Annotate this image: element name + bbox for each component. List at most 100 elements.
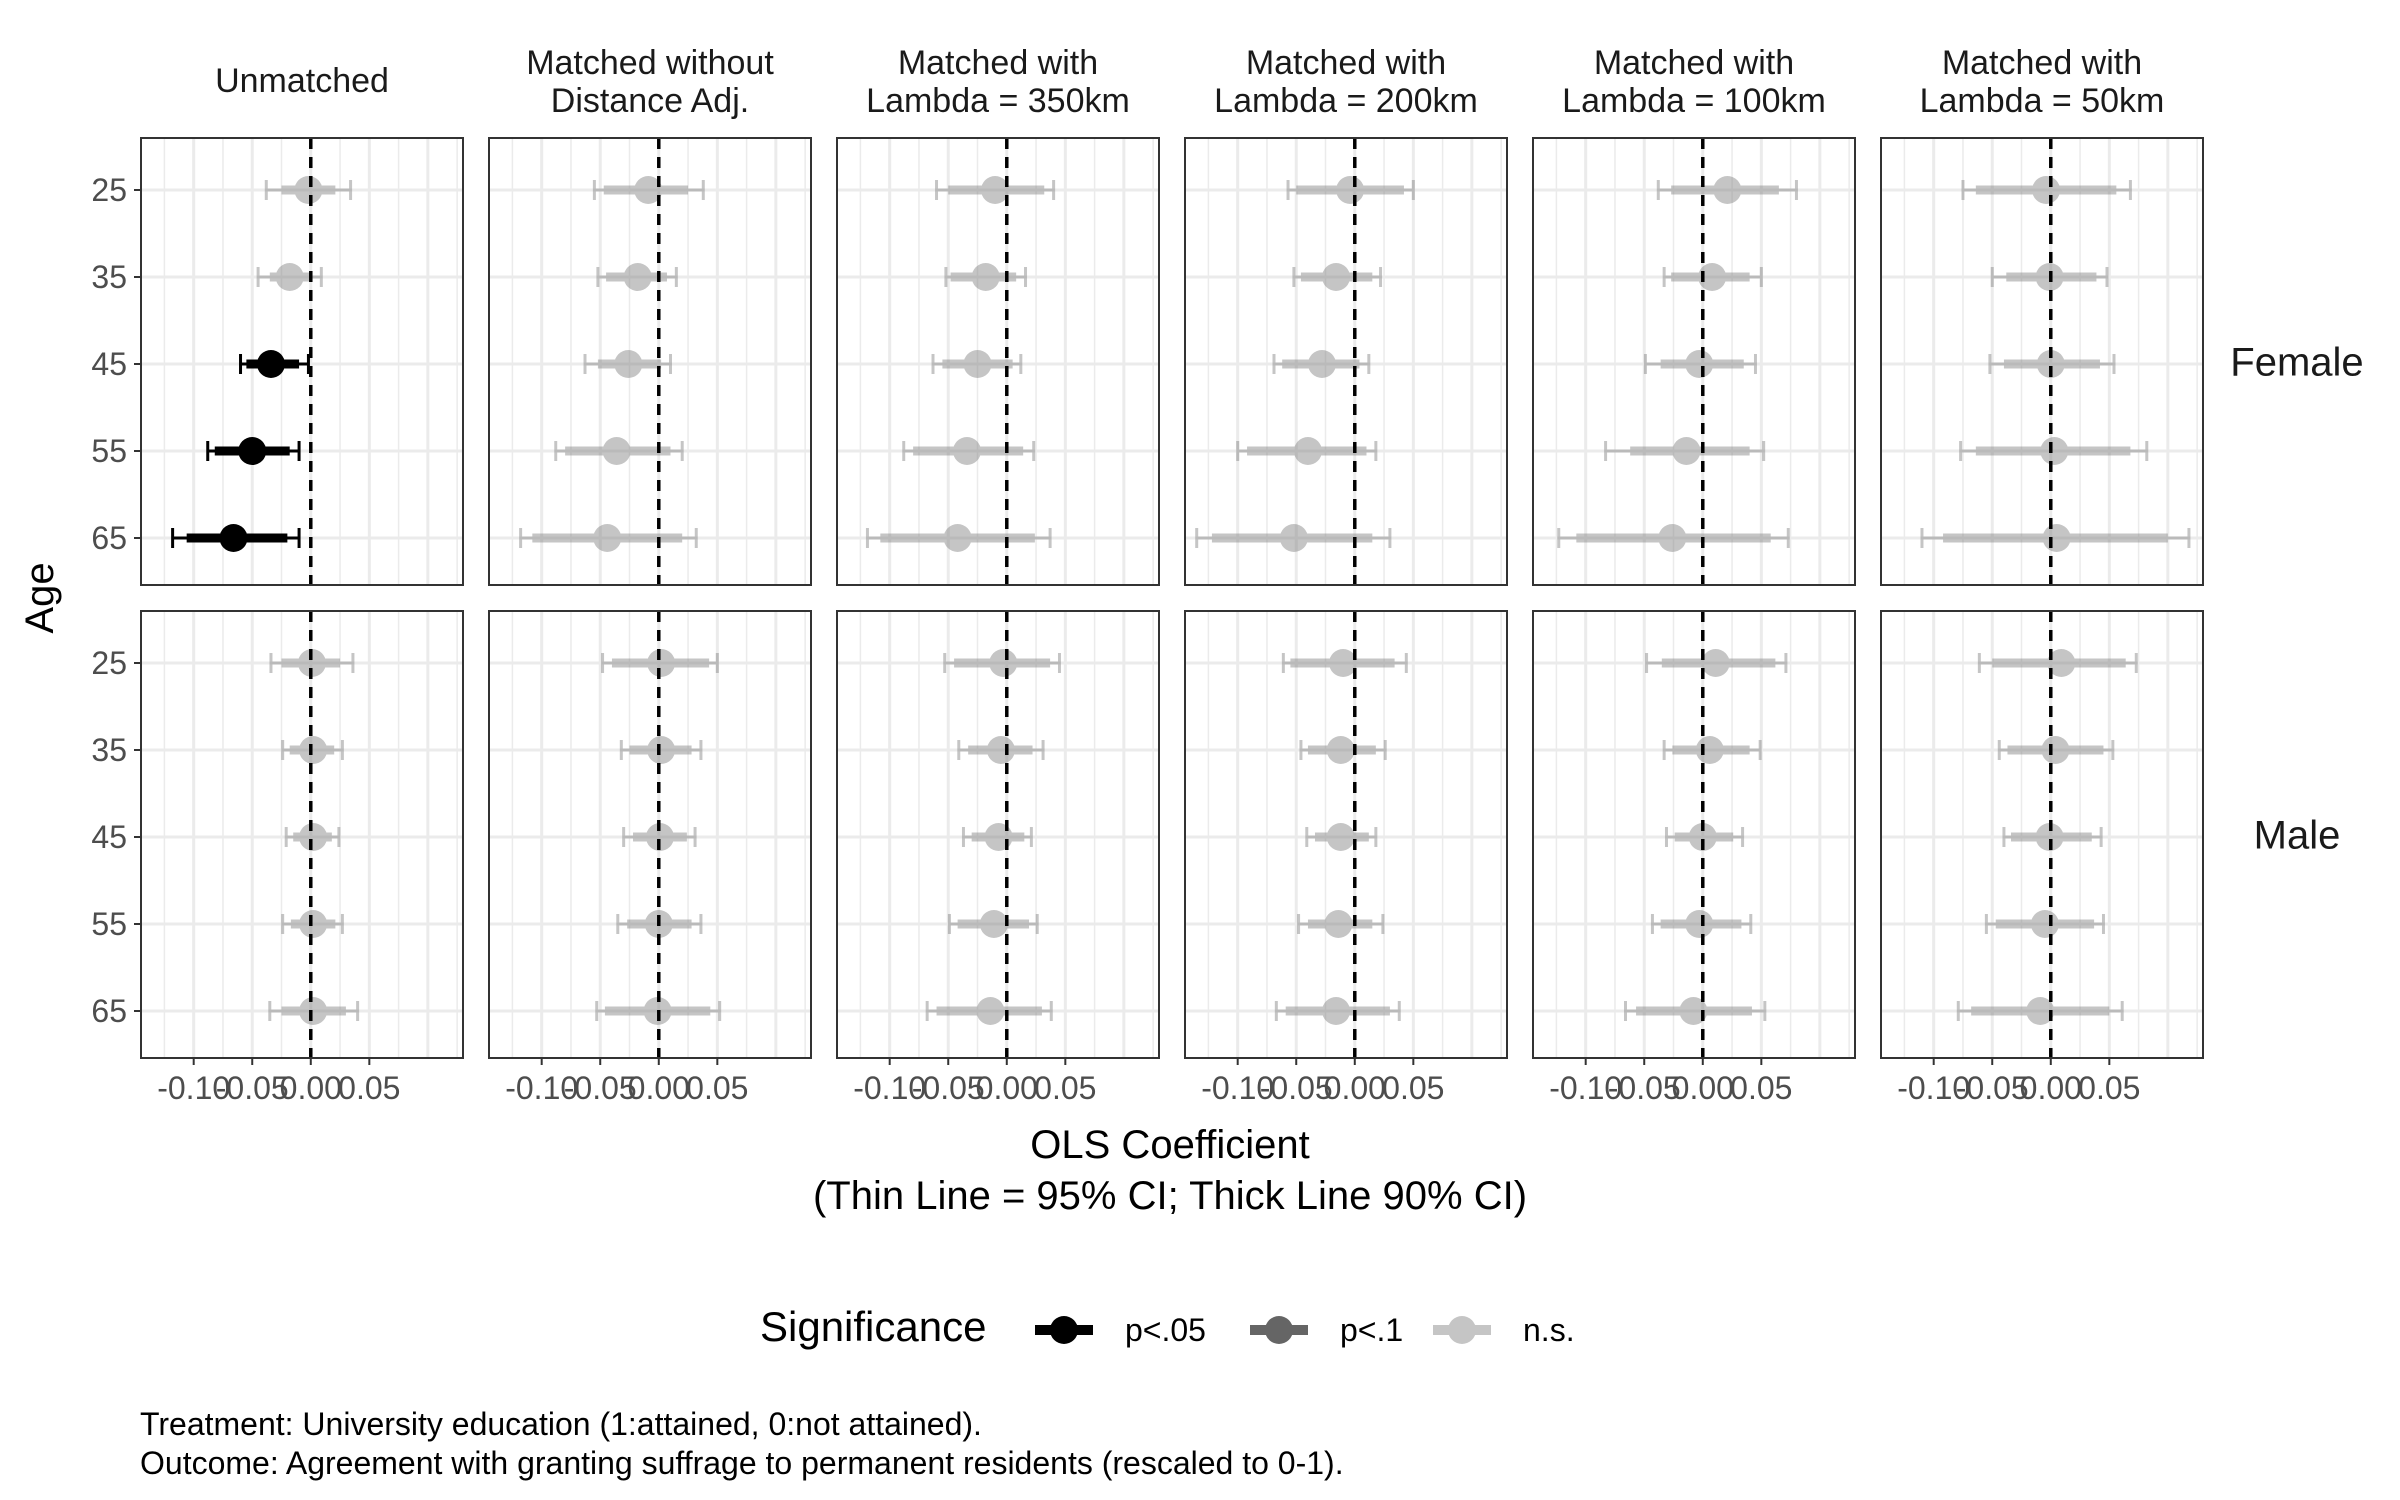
- x-tick-label: 0.00: [280, 1070, 342, 1106]
- estimate-female-l200-age-55: [1236, 437, 1378, 465]
- point-estimate: [2035, 823, 2064, 851]
- panel-border: [488, 137, 812, 586]
- point-estimate: [1322, 263, 1351, 291]
- estimate-male-unmatched-age-45: [284, 823, 341, 851]
- x-tick-label: 0.05: [2078, 1070, 2140, 1106]
- column-title-l100: Matched with: [1594, 44, 1794, 82]
- y-tick-label: 65: [91, 520, 127, 556]
- point-estimate: [1326, 736, 1355, 764]
- column-title-l200: Matched with: [1246, 44, 1446, 82]
- point-estimate: [1685, 350, 1714, 378]
- point-estimate: [297, 649, 326, 677]
- estimate-female-l100-age-65: [1557, 524, 1790, 552]
- point-estimate: [1324, 910, 1353, 938]
- estimate-male-no-dist-age-25: [601, 649, 719, 677]
- column-title-l350: Matched with: [898, 44, 1098, 82]
- point-estimate: [593, 524, 622, 552]
- estimate-female-l50-age-45: [1988, 350, 2116, 378]
- x-tick-label: -0.05: [564, 1070, 637, 1106]
- panel-male-l200: [1184, 610, 1508, 1059]
- point-estimate: [989, 649, 1018, 677]
- estimate-female-no-dist-age-35: [596, 263, 678, 291]
- x-tick-labels: -0.10-0.050.000.05 -0.10-0.050.000.05 -0.1…: [157, 1058, 2140, 1106]
- panel-border: [140, 610, 464, 1059]
- legend-label: n.s.: [1523, 1312, 1575, 1348]
- legend-item-sig05: p<.05: [1035, 1312, 1206, 1348]
- x-tick-label: 0.00: [1672, 1070, 1734, 1106]
- x-tick-label: -0.10: [1897, 1070, 1970, 1106]
- estimate-male-no-dist-age-35: [619, 736, 703, 764]
- estimate-male-l100-age-45: [1664, 823, 1745, 851]
- point-estimate: [1672, 437, 1701, 465]
- y-tick-label: 35: [91, 732, 127, 768]
- legend-key: [1433, 1316, 1491, 1344]
- point-estimate: [963, 350, 992, 378]
- estimate-female-unmatched-age-65: [171, 524, 301, 552]
- x-tick-label: 0.05: [1730, 1070, 1792, 1106]
- column-title-l200: Lambda = 200km: [1214, 82, 1478, 120]
- panel-border: [836, 610, 1160, 1059]
- point-estimate: [614, 350, 643, 378]
- panel-border: [1532, 137, 1856, 586]
- point-estimate: [299, 823, 328, 851]
- column-title-l50: Matched with: [1942, 44, 2142, 82]
- panel-border: [1880, 137, 2204, 586]
- facet-panels: 25 35 45 55 65 25 35 45 55 65: [91, 137, 2204, 1059]
- point-estimate: [1685, 910, 1714, 938]
- point-estimate: [647, 649, 676, 677]
- estimate-male-l100-age-35: [1662, 736, 1762, 764]
- point-estimate: [2042, 524, 2071, 552]
- estimate-male-l350-age-35: [957, 736, 1045, 764]
- point-estimate: [1322, 997, 1351, 1025]
- panel-male-no-dist: [488, 610, 812, 1059]
- x-tick-label: 0.00: [976, 1070, 1038, 1106]
- row-label-female: Female: [2230, 341, 2363, 385]
- caption-outcome: Outcome: Agreement with granting suffrag…: [140, 1445, 1344, 1481]
- point-estimate: [1688, 823, 1717, 851]
- estimate-female-l350-age-65: [865, 524, 1052, 552]
- x-tick-label: 0.05: [686, 1070, 748, 1106]
- point-estimate: [2040, 437, 2069, 465]
- point-estimate: [952, 437, 981, 465]
- point-estimate: [1658, 524, 1687, 552]
- panel-background: [141, 138, 463, 585]
- panel-female-l100: [1532, 137, 1856, 586]
- legend-label: p<.1: [1340, 1312, 1403, 1348]
- estimate-female-l350-age-55: [902, 437, 1036, 465]
- point-estimate: [1701, 649, 1730, 677]
- point-estimate: [2030, 910, 2059, 938]
- estimate-male-l200-age-55: [1297, 910, 1385, 938]
- estimate-female-no-dist-age-45: [583, 350, 672, 378]
- y-tick-label: 65: [91, 993, 127, 1029]
- column-title-l50: Lambda = 50km: [1920, 82, 2165, 120]
- y-axis-title: Age: [18, 562, 62, 633]
- estimate-female-unmatched-age-55: [206, 437, 301, 465]
- estimate-female-unmatched-age-45: [239, 350, 310, 378]
- point-estimate: [1713, 176, 1742, 204]
- point-estimate: [2047, 649, 2076, 677]
- estimate-female-l200-age-35: [1292, 263, 1383, 291]
- estimate-male-l100-age-65: [1624, 997, 1767, 1025]
- caption-treatment: Treatment: University education (1:attai…: [140, 1406, 982, 1442]
- point-estimate: [943, 524, 972, 552]
- point-estimate: [2032, 176, 2061, 204]
- estimate-male-unmatched-age-25: [269, 649, 355, 677]
- x-axis-title: OLS Coefficient: [1030, 1123, 1309, 1167]
- y-tick-label: 45: [91, 346, 127, 382]
- x-tick-label: 0.00: [1324, 1070, 1386, 1106]
- panel-female-l200: [1184, 137, 1508, 586]
- point-estimate: [219, 524, 248, 552]
- x-tick-label: -0.10: [157, 1070, 230, 1106]
- estimate-male-l100-age-55: [1650, 910, 1753, 938]
- estimate-female-l100-age-25: [1656, 176, 1798, 204]
- estimate-male-l350-age-65: [925, 997, 1053, 1025]
- panel-border: [1532, 610, 1856, 1059]
- point-estimate: [2041, 736, 2070, 764]
- x-tick-label: -0.05: [1956, 1070, 2029, 1106]
- point-estimate: [976, 997, 1005, 1025]
- x-tick-label: 0.00: [2020, 1070, 2082, 1106]
- point-estimate: [275, 263, 304, 291]
- legend-key: [1250, 1316, 1308, 1344]
- point-estimate: [623, 263, 652, 291]
